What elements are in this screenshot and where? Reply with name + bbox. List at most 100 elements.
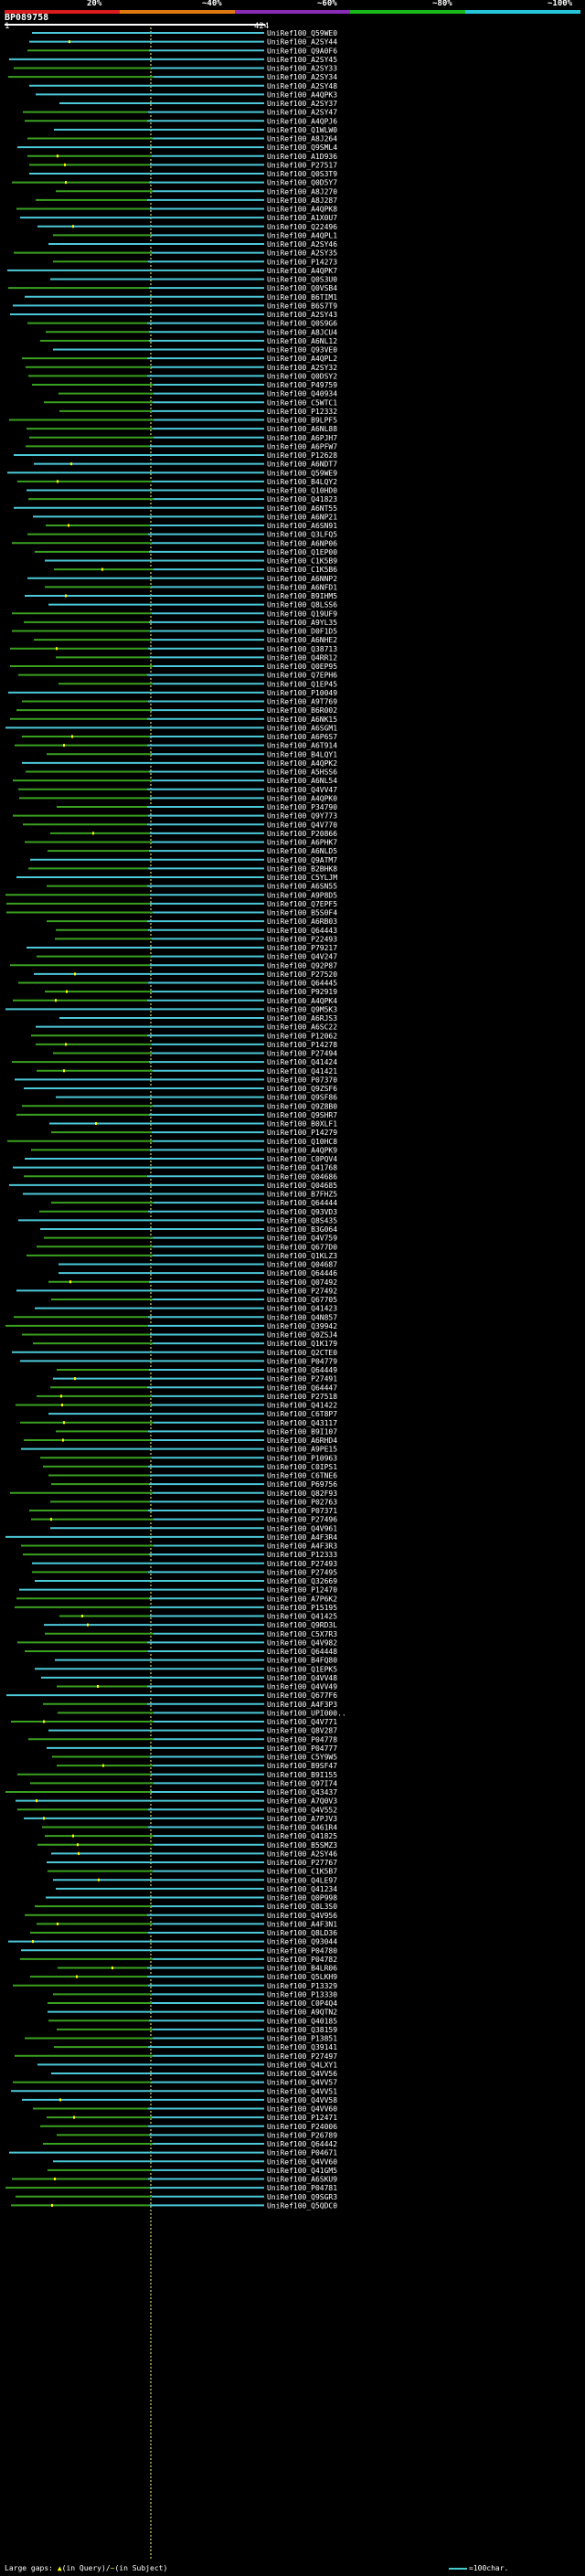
hit-label[interactable]: UniRef100_P04782 [267,1956,337,1964]
hit-label[interactable]: UniRef100_A6SC22 [267,1023,337,1032]
hit-label[interactable]: UniRef100_A4QPL2 [267,355,337,363]
hit-label[interactable]: UniRef100_P27492 [267,1287,337,1295]
hit-row[interactable]: UniRef100_A6T914 [15,742,337,750]
hit-row[interactable]: UniRef100_Q9ZSF6 [24,1085,337,1093]
hit-row[interactable]: UniRef100_Q10HD0 [27,487,337,495]
hit-label[interactable]: UniRef100_D0F1D5 [267,628,337,636]
hit-label[interactable]: UniRef100_Q97I74 [267,1779,337,1787]
hit-row[interactable]: UniRef100_P14279 [51,1129,337,1137]
hit-row[interactable]: UniRef100_A2SY45 [9,56,337,64]
hit-label[interactable]: UniRef100_Q64444 [267,1199,337,1207]
hit-label[interactable]: UniRef100_Q0D5Y7 [267,179,337,187]
hit-label[interactable]: UniRef100_Q41421 [267,1067,337,1076]
hit-label[interactable]: UniRef100_Q9Y773 [267,812,337,821]
hit-row[interactable]: UniRef100_C5WTC1 [44,398,337,407]
hit-label[interactable]: UniRef100_Q64446 [267,1269,337,1277]
hit-row[interactable]: UniRef100_P69756 [51,1480,337,1489]
hit-label[interactable]: UniRef100_B9I107 [267,1427,337,1436]
hit-row[interactable]: UniRef100_A4QPK4 [13,997,337,1005]
hit-row[interactable]: UniRef100_D0F1D5 [12,628,337,636]
hit-row[interactable]: UniRef100_P13851 [25,2035,337,2043]
hit-row[interactable]: UniRef100_Q64445 [18,980,337,988]
hit-row[interactable]: UniRef100_A6NL54 [13,777,337,785]
hit-row[interactable]: UniRef100_A8J264 [27,135,337,143]
hit-label[interactable]: UniRef100_A4QPJ6 [267,117,337,125]
hit-row[interactable]: UniRef100_P27767 [47,1859,337,1867]
hit-label[interactable]: UniRef100_Q1EP45 [267,680,337,688]
hit-row[interactable]: UniRef100_Q9A0F6 [27,47,337,55]
hit-row[interactable]: UniRef100_Q04685 [9,1182,337,1190]
hit-label[interactable]: UniRef100_Q1K179 [267,1340,337,1348]
hit-label[interactable]: UniRef100_Q8V287 [267,1727,337,1735]
hit-label[interactable]: UniRef100_P14278 [267,1041,337,1049]
hit-row[interactable]: UniRef100_Q41825 [45,1832,337,1840]
hit-label[interactable]: UniRef100_Q19UF9 [267,610,337,618]
hit-row[interactable]: UniRef100_A6SKU9 [12,2176,337,2184]
hit-row[interactable]: UniRef100_A1X0U7 [20,214,337,222]
hit-row[interactable]: UniRef100_Q8L3S0 [35,1903,337,1911]
hit-label[interactable]: UniRef100_P79217 [267,944,337,952]
hit-label[interactable]: UniRef100_Q0EP95 [267,663,337,671]
hit-row[interactable]: UniRef100_Q8V287 [48,1727,337,1735]
hit-label[interactable]: UniRef100_A2SY35 [267,249,337,258]
hit-row[interactable]: UniRef100_Q93VD3 [39,1208,337,1216]
hit-label[interactable]: UniRef100_A9YL35 [267,619,337,627]
hit-label[interactable]: UniRef100_A4F3R4 [267,1533,337,1542]
hit-label[interactable]: UniRef100_Q64445 [267,980,337,988]
hit-row[interactable]: UniRef100_Q9SGR3 [16,2193,337,2201]
hit-row[interactable]: UniRef100_Q32669 [35,1577,337,1585]
hit-row[interactable]: UniRef100_Q64443 [56,927,337,935]
hit-label[interactable]: UniRef100_Q3LFQ5 [267,531,337,539]
hit-row[interactable]: UniRef100_Q4VV58 [22,2096,337,2104]
hit-label[interactable]: UniRef100_Q7EPF5 [267,900,337,908]
hit-row[interactable]: UniRef100_P04779 [20,1357,337,1365]
hit-row[interactable]: UniRef100_Q8LSS6 [48,601,337,610]
hit-label[interactable]: UniRef100_Q461R4 [267,1824,337,1832]
hit-row[interactable]: UniRef100_Q0D5Y7 [12,179,337,187]
hit-label[interactable]: UniRef100_Q41422 [267,1402,337,1410]
hit-label[interactable]: UniRef100_Q4LE97 [267,1876,337,1884]
hit-row[interactable]: UniRef100_P12628 [14,451,337,460]
hit-label[interactable]: UniRef100_P34790 [267,803,337,811]
hit-row[interactable]: UniRef100_Q41421 [37,1067,337,1076]
hit-label[interactable]: UniRef100_A4QPK8 [267,206,337,214]
hit-row[interactable]: UniRef100_Q41768 [13,1164,337,1172]
hit-row[interactable]: UniRef100_Q4V770 [23,821,337,829]
hit-label[interactable]: UniRef100_A9QTN2 [267,2009,337,2017]
hit-label[interactable]: UniRef100_A6RB03 [267,917,337,926]
hit-label[interactable]: UniRef100_A2SY48 [267,82,337,90]
hit-label[interactable]: UniRef100_Q4VV48 [267,1674,337,1682]
hit-row[interactable]: UniRef100_Q9SF86 [56,1094,337,1102]
hit-row[interactable]: UniRef100_A4QPK2 [22,759,337,768]
hit-label[interactable]: UniRef100_Q93044 [267,1938,337,1946]
hit-label[interactable]: UniRef100_A9PE15 [267,1446,337,1454]
hit-row[interactable]: UniRef100_P27497 [15,2052,337,2061]
hit-label[interactable]: UniRef100_Q1EP00 [267,548,337,557]
hit-label[interactable]: UniRef100_Q7EPH6 [267,672,337,680]
hit-row[interactable]: UniRef100_Q41GM5 [48,2167,337,2175]
hit-row[interactable]: UniRef100_A6NP21 [33,513,337,521]
hit-row[interactable]: UniRef100_C6T8P7 [48,1410,337,1418]
hit-row[interactable]: UniRef100_C5X7R3 [45,1630,337,1638]
hit-row[interactable]: UniRef100_B4FQ80 [55,1657,337,1665]
hit-row[interactable]: UniRef100_Q4N857 [14,1313,337,1321]
hit-row[interactable]: UniRef100_Q0S9G6 [27,320,337,328]
hit-label[interactable]: UniRef100_P27491 [267,1375,337,1383]
hit-row[interactable]: UniRef100_Q97I74 [30,1779,337,1787]
hit-label[interactable]: UniRef100_P12062 [267,1032,337,1040]
hit-row[interactable]: UniRef100_A2SY46 [51,1850,337,1858]
hit-row[interactable]: UniRef100_Q43117 [20,1419,337,1427]
hit-row[interactable]: UniRef100_A4QPK9 [31,1146,337,1154]
hit-row[interactable]: UniRef100_Q7EPF5 [6,900,337,908]
hit-row[interactable]: UniRef100_A6NL88 [27,425,337,433]
hit-label[interactable]: UniRef100_A2SY32 [267,364,337,372]
hit-row[interactable]: UniRef100_Q41425 [59,1613,337,1621]
hit-row[interactable]: UniRef100_A2SY37 [59,100,337,108]
hit-label[interactable]: UniRef100_P04671 [267,2149,337,2157]
hit-row[interactable]: UniRef100_Q41422 [16,1402,337,1410]
hit-label[interactable]: UniRef100_B6TIM1 [267,293,337,302]
hit-row[interactable]: UniRef100_Q92P87 [10,961,337,970]
hit-label[interactable]: UniRef100_Q4VV58 [267,2096,337,2104]
hit-row[interactable]: UniRef100_P04671 [9,2149,337,2157]
hit-label[interactable]: UniRef100_A2SY46 [267,240,337,249]
